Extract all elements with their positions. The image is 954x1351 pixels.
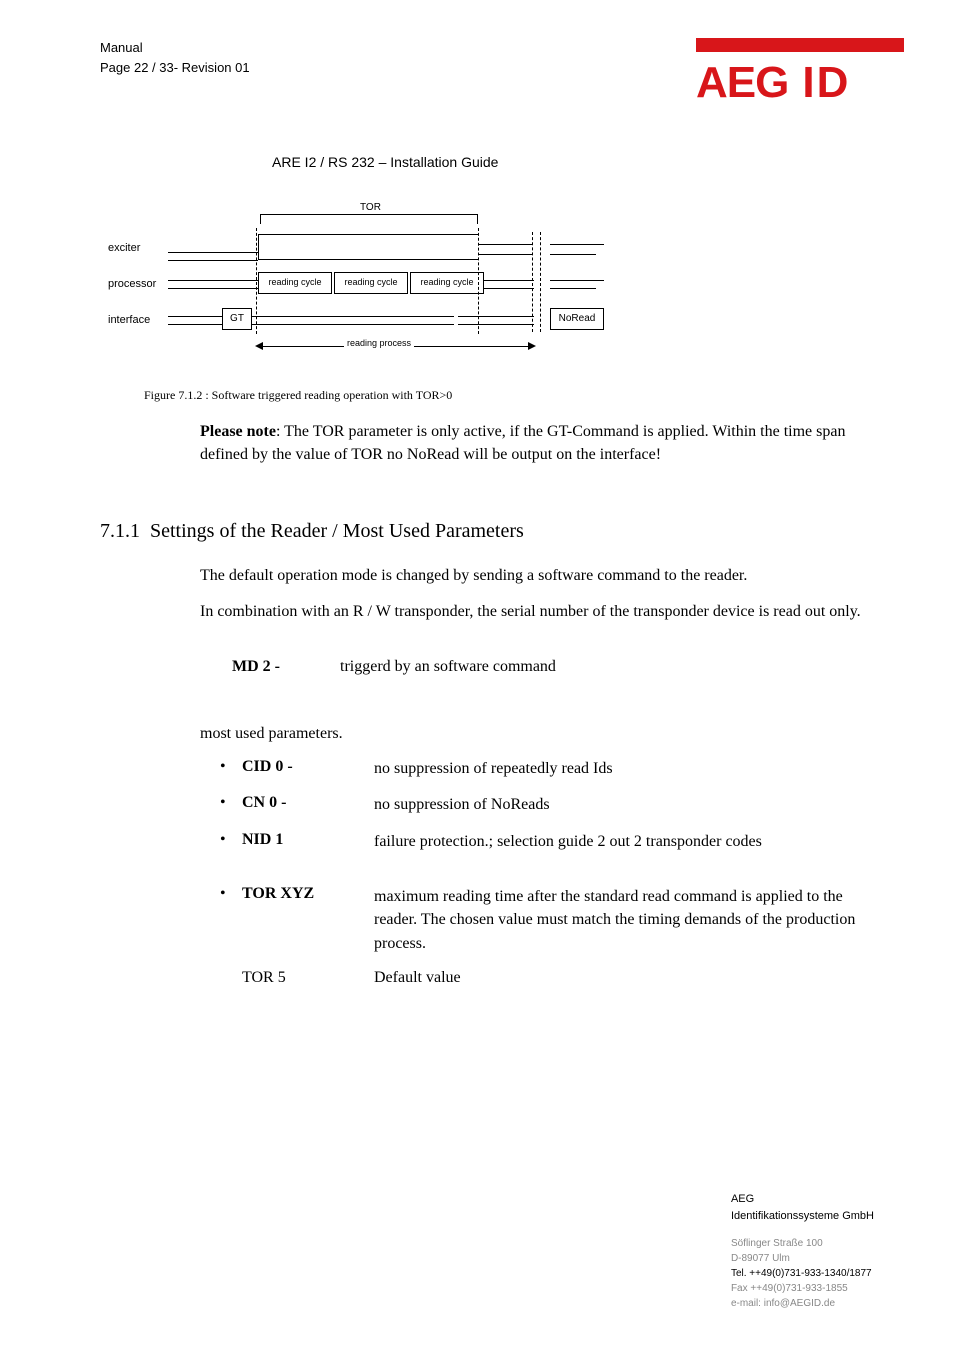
logo-aeg: AEG xyxy=(696,58,788,108)
logo-text: AEG ID xyxy=(696,58,904,108)
dashed-line xyxy=(256,228,257,334)
footer-street: Söflinger Straße 100 xyxy=(731,1236,874,1251)
arrow-right-icon xyxy=(528,342,536,350)
exciter-label: exciter xyxy=(108,242,140,254)
please-note: Please note: The TOR parameter is only a… xyxy=(200,420,880,466)
tor-bracket xyxy=(260,214,478,224)
bullet-icon: • xyxy=(220,831,242,853)
footer-city: D-89077 Ulm xyxy=(731,1251,874,1266)
line xyxy=(484,288,534,289)
paragraph: The default operation mode is changed by… xyxy=(200,564,880,587)
timing-diagram: TOR exciter processor interface reading … xyxy=(100,198,670,366)
line xyxy=(550,288,596,289)
header-block: Manual Page 22 / 33- Revision 01 xyxy=(100,38,250,77)
bullet-icon: • xyxy=(220,758,242,780)
bullet-icon: • xyxy=(220,794,242,816)
line xyxy=(168,252,258,253)
dashed-line xyxy=(540,232,541,332)
md2-label: MD 2 - xyxy=(232,658,336,676)
line xyxy=(168,288,258,289)
logo-id: ID xyxy=(802,58,850,108)
footer-aeg: AEG xyxy=(731,1191,874,1208)
line xyxy=(252,316,454,317)
most-used-params: most used parameters. xyxy=(200,722,880,745)
bullet-item: • TOR XYZ maximum reading time after the… xyxy=(220,885,884,955)
please-note-text: : The TOR parameter is only active, if t… xyxy=(200,423,845,463)
line xyxy=(168,280,258,281)
line xyxy=(458,324,534,325)
interface-label: interface xyxy=(108,314,150,326)
bullet-desc: maximum reading time after the standard … xyxy=(374,885,884,955)
footer: AEG Identifikationssysteme GmbH Söflinge… xyxy=(731,1191,874,1311)
dashed-line xyxy=(478,228,479,334)
logo: AEG ID xyxy=(696,38,904,108)
doc-title: ARE I2 / RS 232 – Installation Guide xyxy=(272,154,498,170)
bullet-desc: failure protection.; selection guide 2 o… xyxy=(374,831,884,853)
tor5-row: TOR 5 Default value xyxy=(220,969,884,987)
header-line2: Page 22 / 33- Revision 01 xyxy=(100,58,250,78)
bullet-desc: no suppression of NoReads xyxy=(374,794,884,816)
md2-desc: triggerd by an software command xyxy=(340,658,556,675)
line xyxy=(168,324,222,325)
reading-cycle-box: reading cycle xyxy=(334,272,408,294)
tor5-desc: Default value xyxy=(374,969,461,987)
line xyxy=(252,324,454,325)
footer-email: e-mail: info@AEGID.de xyxy=(731,1296,874,1311)
gt-box: GT xyxy=(222,308,252,330)
line xyxy=(478,254,532,255)
reading-cycle-box: reading cycle xyxy=(410,272,484,294)
exciter-box xyxy=(258,234,478,260)
reading-cycle-box: reading cycle xyxy=(258,272,332,294)
bullet-term: TOR XYZ xyxy=(242,885,374,955)
line xyxy=(484,280,534,281)
dashed-line xyxy=(532,232,533,332)
line xyxy=(550,244,604,245)
tor5-term: TOR 5 xyxy=(242,969,374,987)
spacer xyxy=(220,969,242,987)
bullet-desc: no suppression of repeatedly read Ids xyxy=(374,758,884,780)
processor-label: processor xyxy=(108,278,156,290)
figure-caption: Figure 7.1.2 : Software triggered readin… xyxy=(144,388,452,403)
bullet-item: • CN 0 - no suppression of NoReads xyxy=(220,794,884,816)
footer-tel: Tel. ++49(0)731-933-1340/1877 xyxy=(731,1266,874,1281)
footer-fax: Fax ++49(0)731-933-1855 xyxy=(731,1281,874,1296)
section-heading: 7.1.1 Settings of the Reader / Most Used… xyxy=(100,520,524,543)
line xyxy=(478,244,532,245)
spacer xyxy=(220,867,884,885)
paragraph: In combination with an R / W transponder… xyxy=(200,600,880,623)
section-number: 7.1.1 xyxy=(100,520,140,542)
line xyxy=(168,316,222,317)
bullet-icon: • xyxy=(220,885,242,955)
line xyxy=(458,316,534,317)
line xyxy=(550,280,604,281)
bullet-term: NID 1 xyxy=(242,831,374,853)
noread-box: NoRead xyxy=(550,308,604,330)
md2-row: MD 2 - triggerd by an software command xyxy=(232,658,556,676)
bullet-item: • NID 1 failure protection.; selection g… xyxy=(220,831,884,853)
bullet-list: • CID 0 - no suppression of repeatedly r… xyxy=(220,758,884,987)
line xyxy=(550,254,596,255)
section-title: Settings of the Reader / Most Used Param… xyxy=(150,520,524,542)
header-line1: Manual xyxy=(100,38,250,58)
reading-process-label: reading process xyxy=(344,338,414,348)
bullet-term: CID 0 - xyxy=(242,758,374,780)
line xyxy=(168,260,258,261)
tor-label: TOR xyxy=(360,202,381,213)
please-note-label: Please note xyxy=(200,423,276,440)
footer-company: Identifikationssysteme GmbH xyxy=(731,1208,874,1225)
logo-bar xyxy=(696,38,904,52)
bullet-term: CN 0 - xyxy=(242,794,374,816)
bullet-item: • CID 0 - no suppression of repeatedly r… xyxy=(220,758,884,780)
